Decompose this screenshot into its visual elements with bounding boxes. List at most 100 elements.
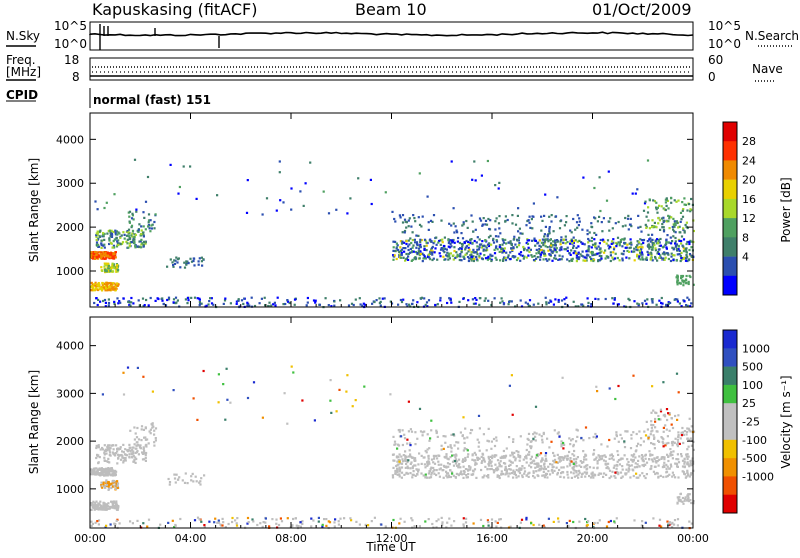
data-point	[689, 254, 692, 257]
data-point	[403, 250, 406, 253]
data-point	[494, 228, 497, 231]
data-point	[478, 427, 481, 430]
data-point	[571, 438, 574, 441]
data-point	[524, 301, 527, 304]
data-point	[412, 250, 415, 253]
data-point	[117, 505, 120, 508]
data-point	[458, 300, 461, 303]
data-point	[245, 211, 249, 214]
data-point	[135, 457, 138, 461]
data-point	[226, 398, 229, 401]
data-point	[679, 498, 682, 501]
data-point	[406, 472, 410, 475]
data-point	[566, 470, 569, 474]
data-point	[628, 242, 631, 245]
data-point	[221, 524, 224, 527]
data-point	[144, 228, 147, 231]
data-point	[557, 300, 560, 303]
data-point	[299, 525, 302, 528]
data-point	[161, 299, 164, 302]
data-point	[675, 200, 678, 203]
data-point	[511, 222, 514, 225]
data-point	[277, 523, 281, 527]
data-point	[190, 479, 193, 482]
data-point	[654, 255, 657, 259]
data-point	[235, 522, 238, 525]
data-point	[676, 281, 679, 284]
data-point	[95, 500, 98, 503]
data-point	[442, 255, 445, 258]
data-point	[447, 239, 450, 242]
data-point	[537, 464, 540, 467]
data-point	[476, 438, 479, 441]
data-point	[532, 303, 535, 306]
data-point	[406, 438, 409, 441]
data-point	[682, 250, 686, 253]
data-point	[548, 215, 551, 218]
data-point	[467, 299, 470, 302]
data-point	[565, 215, 568, 218]
data-point	[94, 521, 97, 524]
data-point	[129, 429, 132, 432]
data-point	[558, 468, 561, 472]
data-point	[142, 211, 145, 214]
data-point	[670, 242, 673, 245]
data-point	[415, 234, 418, 237]
data-point	[403, 241, 406, 244]
data-point	[196, 418, 199, 421]
data-point	[674, 236, 677, 240]
data-point	[115, 270, 118, 273]
data-point	[454, 256, 457, 260]
data-point	[424, 473, 427, 476]
data-point	[406, 460, 409, 464]
data-point	[217, 519, 220, 522]
data-point	[137, 438, 141, 441]
data-point	[173, 259, 176, 262]
data-point	[552, 465, 555, 468]
data-point	[682, 470, 685, 474]
data-point	[470, 214, 473, 217]
data-point	[539, 245, 543, 248]
data-point	[447, 445, 450, 448]
data-point	[519, 435, 522, 438]
data-point	[428, 447, 431, 450]
data-point	[167, 296, 171, 299]
data-point	[675, 247, 678, 250]
data-point	[496, 459, 500, 462]
data-point	[407, 239, 410, 242]
data-point	[522, 257, 525, 260]
data-point	[122, 231, 125, 234]
data-point	[424, 520, 427, 523]
data-point	[430, 249, 433, 252]
data-point	[600, 257, 603, 260]
data-point	[621, 475, 624, 478]
data-point	[99, 472, 102, 475]
data-point	[101, 282, 104, 285]
data-point	[587, 254, 590, 257]
data-point	[405, 240, 408, 243]
data-point	[507, 241, 510, 244]
data-point	[144, 456, 147, 460]
data-point	[119, 236, 122, 239]
data-point	[685, 282, 688, 285]
data-point	[581, 242, 584, 245]
data-point	[192, 259, 195, 263]
data-point	[501, 300, 504, 303]
data-point	[686, 427, 689, 430]
data-point	[477, 414, 481, 417]
data-point	[484, 219, 488, 222]
data-point	[312, 519, 315, 522]
data-point	[121, 455, 124, 458]
data-point	[260, 297, 263, 300]
data-point	[177, 478, 180, 481]
y-tick-label: 2000	[56, 221, 84, 234]
data-point	[112, 452, 115, 455]
data-point	[572, 252, 575, 255]
data-point	[564, 248, 568, 251]
data-point	[513, 472, 516, 475]
data-point	[481, 460, 484, 463]
data-point	[487, 463, 490, 466]
data-point	[248, 304, 251, 307]
data-point	[102, 481, 105, 484]
data-point	[487, 255, 490, 258]
